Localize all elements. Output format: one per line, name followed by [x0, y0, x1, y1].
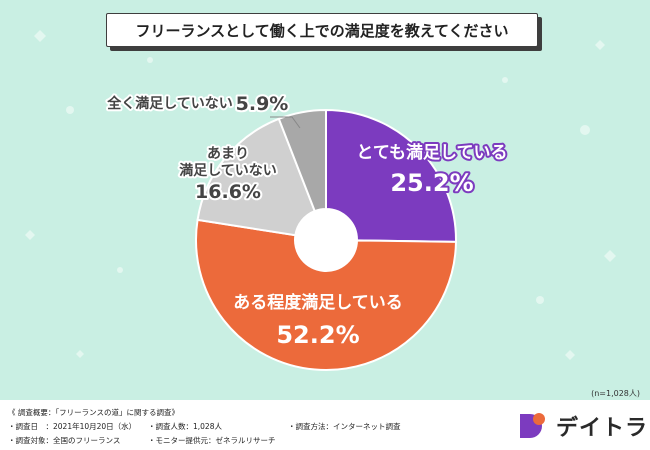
label-not-very-satisfied-2: 満足していない — [179, 162, 277, 179]
logo-text: デイトラ — [556, 416, 649, 441]
label-very-satisfied: とても満足している — [356, 142, 507, 163]
value-not-very-satisfied: 16.6% — [195, 181, 261, 203]
donut-hole — [295, 209, 357, 271]
survey-method: ・調査方法：インターネット調査 — [288, 422, 401, 431]
value-very-satisfied: 25.2% — [390, 169, 473, 197]
daytra-logo: デイトラ — [516, 410, 648, 442]
sample-size-note: (n=1,028人) — [591, 389, 640, 398]
label-not-satisfied: 全く満足していない — [106, 95, 233, 112]
leader-line-not-satisfied — [270, 116, 301, 129]
survey-date: ・調査日 ：2021年10月20日（水） — [8, 422, 137, 431]
chart-title-wrap: フリーランスとして働く上での満足度を教えてください — [106, 13, 546, 53]
value-not-satisfied: 5.9% — [236, 93, 289, 115]
survey-provider: ・モニター提供元：ゼネラルリサーチ — [148, 436, 276, 445]
daytra-logo-icon — [520, 413, 545, 438]
value-somewhat-satisfied: 52.2% — [276, 321, 359, 349]
survey-target: ・調査対象：全国のフリーランス — [8, 436, 121, 445]
survey-count: ・調査人数：1,028人 — [148, 422, 222, 431]
survey-heading: 《 調査概要：「フリーランスの道」に関する調査》 — [8, 408, 179, 417]
label-not-very-satisfied-1: あまり — [207, 146, 249, 162]
label-somewhat-satisfied: ある程度満足している — [233, 292, 403, 313]
chart-title: フリーランスとして働く上での満足度を教えてください — [106, 13, 538, 47]
